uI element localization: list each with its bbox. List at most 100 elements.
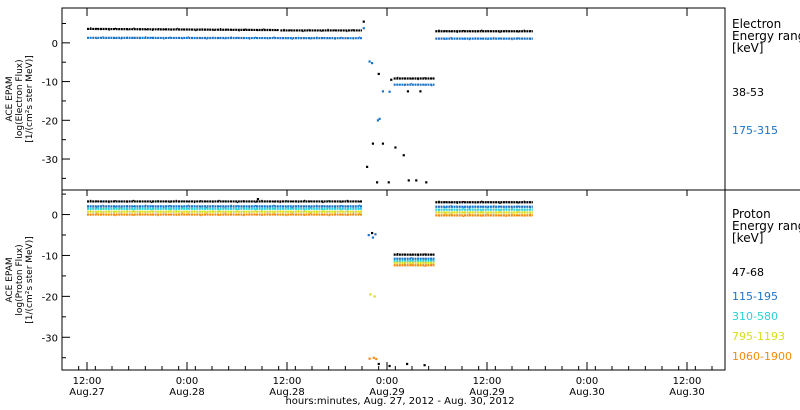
- data-point: [403, 253, 406, 255]
- legend-item: 47-68: [732, 266, 764, 279]
- data-point: [334, 213, 336, 215]
- data-point: [499, 211, 501, 213]
- data-point: [417, 265, 419, 267]
- data-point: [267, 207, 269, 209]
- data-point: [316, 204, 318, 206]
- data-point: [133, 27, 135, 29]
- data-point: [224, 206, 226, 208]
- y-axis-label-line: log(Electron Flux): [15, 59, 25, 138]
- data-point: [424, 84, 426, 86]
- series-115-195: [87, 204, 533, 261]
- data-point: [505, 215, 507, 218]
- data-point: [181, 38, 183, 40]
- data-point: [352, 29, 354, 31]
- data-point: [425, 181, 428, 184]
- data-point: [371, 231, 374, 235]
- data-point: [410, 264, 412, 266]
- data-point: [362, 27, 365, 30]
- data-point: [517, 209, 519, 211]
- data-point: [511, 207, 513, 209]
- data-point: [346, 30, 348, 33]
- data-point: [175, 199, 177, 202]
- data-point: [402, 154, 405, 157]
- data-point: [444, 30, 446, 32]
- data-point: [334, 200, 336, 203]
- data-point: [126, 213, 128, 216]
- data-point: [193, 214, 196, 216]
- data-point: [368, 357, 371, 360]
- data-point: [200, 207, 202, 209]
- data-point: [505, 200, 507, 203]
- data-point: [279, 208, 281, 211]
- data-point: [201, 28, 203, 30]
- data-point: [397, 261, 399, 264]
- data-point: [90, 27, 92, 29]
- data-point: [181, 207, 183, 209]
- y-axis-label-line: log(Proton Flux): [15, 244, 25, 315]
- data-point: [267, 38, 269, 40]
- data-point: [462, 215, 464, 218]
- data-point: [394, 146, 397, 149]
- data-point: [273, 201, 275, 203]
- data-point: [419, 90, 422, 93]
- series-1060-1900: [87, 212, 533, 361]
- data-point: [346, 37, 348, 39]
- data-point: [481, 37, 483, 40]
- data-point: [151, 210, 153, 212]
- data-point: [462, 206, 464, 208]
- x-tick-label-date: Aug.28: [169, 387, 204, 398]
- data-point: [279, 201, 281, 204]
- data-point: [314, 29, 317, 32]
- data-point: [352, 200, 355, 202]
- data-point: [487, 201, 489, 203]
- data-point: [468, 39, 471, 41]
- data-point: [316, 213, 318, 215]
- legend-item: 115-195: [732, 290, 778, 303]
- legend-title-line: [keV]: [732, 41, 763, 55]
- data-point: [511, 214, 513, 216]
- data-point: [219, 28, 222, 30]
- data-point: [438, 211, 440, 213]
- data-point: [145, 28, 147, 31]
- data-point: [151, 29, 154, 31]
- data-point: [132, 210, 135, 212]
- data-point: [230, 212, 232, 214]
- data-point: [333, 29, 335, 31]
- data-point: [390, 78, 393, 81]
- data-point: [163, 207, 165, 210]
- data-point: [108, 29, 110, 31]
- data-point: [238, 30, 240, 32]
- data-point: [487, 212, 489, 214]
- data-point: [248, 200, 251, 203]
- data-point: [291, 200, 293, 203]
- data-point: [316, 36, 318, 38]
- data-point: [481, 29, 483, 31]
- data-point: [224, 211, 226, 213]
- data-point: [352, 211, 355, 213]
- data-point: [297, 201, 300, 203]
- data-point: [236, 208, 238, 211]
- data-point: [218, 199, 220, 202]
- data-point: [289, 29, 291, 31]
- data-point: [187, 204, 190, 206]
- data-point: [403, 258, 406, 261]
- x-tick-label-date: Aug.27: [69, 387, 104, 398]
- data-point: [487, 30, 489, 32]
- data-point: [340, 208, 342, 210]
- data-point: [310, 200, 312, 202]
- data-point: [236, 201, 238, 204]
- data-point: [372, 356, 375, 359]
- data-point: [273, 36, 275, 38]
- data-point: [102, 213, 104, 215]
- data-point: [352, 206, 355, 208]
- data-point: [121, 28, 123, 30]
- data-point: [493, 209, 495, 211]
- data-point: [163, 200, 165, 203]
- series-segment: [86, 27, 279, 32]
- data-point: [410, 257, 412, 259]
- data-point: [126, 210, 128, 212]
- data-point: [346, 199, 348, 202]
- data-point: [346, 209, 348, 211]
- data-point: [151, 205, 153, 207]
